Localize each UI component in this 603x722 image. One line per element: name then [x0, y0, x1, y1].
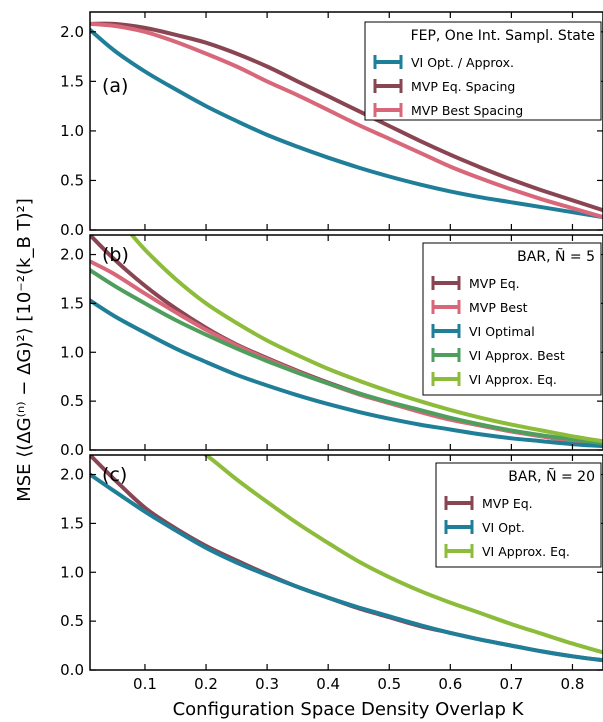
legend-title: BAR, Ñ = 5	[517, 248, 595, 265]
panel-label: (a)	[102, 75, 128, 97]
y-tick-label: 2.0	[60, 246, 84, 264]
legend-box	[364, 21, 602, 121]
legend-item: VI Approx. Best	[431, 348, 565, 363]
series-line-vi	[90, 27, 603, 220]
chart-panel-a: 0.0 0.5 1.0 1.5 2.0 (a) FEP, One Int. Sampl. S…	[60, 11, 603, 239]
legend-label: MVP Eq. Spacing	[411, 79, 515, 94]
plot-area	[90, 21, 603, 220]
x-tick-label: 0.3	[255, 675, 279, 693]
y-tick-label: 1.5	[60, 72, 84, 90]
y-tick-label: 1.5	[60, 294, 84, 312]
series-line-vi	[90, 472, 603, 663]
y-tick-label: 0.0	[60, 661, 84, 679]
axes-frame	[89, 234, 603, 451]
axes-frame	[89, 454, 603, 671]
legend-item: MVP Eq.	[431, 276, 520, 291]
legend-label: MVP Best	[469, 300, 528, 315]
x-tick-label: 0.5	[377, 675, 401, 693]
chart-panel-b: 0.0 0.5 1.0 1.5 2.0 (b) BAR, Ñ = 5 MVP Eq. MVP B…	[60, 234, 603, 459]
y-tick-label: 1.0	[60, 343, 84, 361]
x-tick-label: 0.6	[438, 675, 462, 693]
legend-title: FEP, One Int. Sampl. State	[411, 28, 595, 44]
x-tick-label: 0.7	[499, 675, 523, 693]
x-tick-label: 0.2	[194, 675, 218, 693]
plot-area	[90, 455, 603, 663]
plot-area	[90, 235, 603, 449]
legend: FEP, One Int. Sampl. State VI Opt. / Appr…	[364, 21, 602, 121]
y-tick-label: 0.0	[60, 441, 84, 459]
y-tick-label: 0.5	[60, 612, 84, 630]
chart-panel-c: 0.1 0.2 0.3 0.4 0.5 0.6 0.7 0.8 0.0 0.5 1.0 1.5 2.0 (…	[60, 454, 603, 693]
legend-label: VI Opt.	[482, 520, 525, 535]
x-tick-label: 0.4	[316, 675, 340, 693]
panel-label: (c)	[102, 464, 127, 486]
axes-frame	[89, 11, 603, 231]
panel-label: (b)	[102, 244, 129, 266]
y-tick-label: 2.0	[60, 466, 84, 484]
y-tick-label: 0.5	[60, 171, 84, 189]
legend-item: VI Optimal	[431, 324, 535, 339]
y-tick-label: 1.5	[60, 514, 84, 532]
series-line-mvp-eq	[90, 21, 603, 213]
x-tick-label: 0.1	[133, 675, 157, 693]
legend-box	[422, 242, 602, 396]
legend-label: VI Approx. Eq.	[482, 544, 570, 559]
legend-item: MVP Eq.	[444, 496, 533, 511]
legend-label: MVP Eq.	[469, 276, 520, 291]
legend-item: MVP Best Spacing	[373, 103, 523, 118]
legend-item: VI Approx. Eq.	[431, 372, 557, 387]
y-tick-label: 1.0	[60, 563, 84, 581]
series-line-vi-approx-eq	[129, 235, 603, 444]
legend-item: VI Opt. / Approx.	[373, 55, 514, 70]
legend-label: VI Approx. Best	[469, 348, 565, 363]
x-tick-label: 0.8	[561, 675, 585, 693]
legend-label: MVP Best Spacing	[411, 103, 523, 118]
legend-item: MVP Eq. Spacing	[373, 79, 515, 94]
legend-label: MVP Eq.	[482, 496, 533, 511]
legend: BAR, Ñ = 5 MVP Eq. MVP Best VI Optimal VI Ap…	[422, 242, 602, 396]
legend-label: VI Approx. Eq.	[469, 372, 557, 387]
series-line-vi-approx-best	[90, 268, 603, 446]
y-axis-title: MSE ⟨(ΔG⁽ⁿ⁾ − ΔG)²⟩ [10⁻²(k_B T)²]	[14, 198, 35, 502]
series-line-vi-approx-eq	[202, 455, 603, 655]
x-axis-title: Configuration Space Density Overlap K	[173, 699, 525, 720]
legend: BAR, Ñ = 20 MVP Eq. VI Opt. VI Approx. Eq.	[435, 462, 602, 568]
y-tick-label: 1.0	[60, 122, 84, 140]
legend-label: VI Opt. / Approx.	[411, 55, 514, 70]
legend-item: MVP Best	[431, 300, 528, 315]
y-tick-label: 2.0	[60, 23, 84, 41]
legend-label: VI Optimal	[469, 324, 535, 339]
legend-title: BAR, Ñ = 20	[508, 468, 595, 485]
legend-item: VI Approx. Eq.	[444, 544, 570, 559]
y-tick-label: 0.5	[60, 392, 84, 410]
series-line-vi	[90, 298, 603, 449]
y-tick-label: 0.0	[60, 221, 84, 239]
series-line-mvp-best	[90, 21, 603, 220]
legend-item: VI Opt.	[444, 520, 525, 535]
